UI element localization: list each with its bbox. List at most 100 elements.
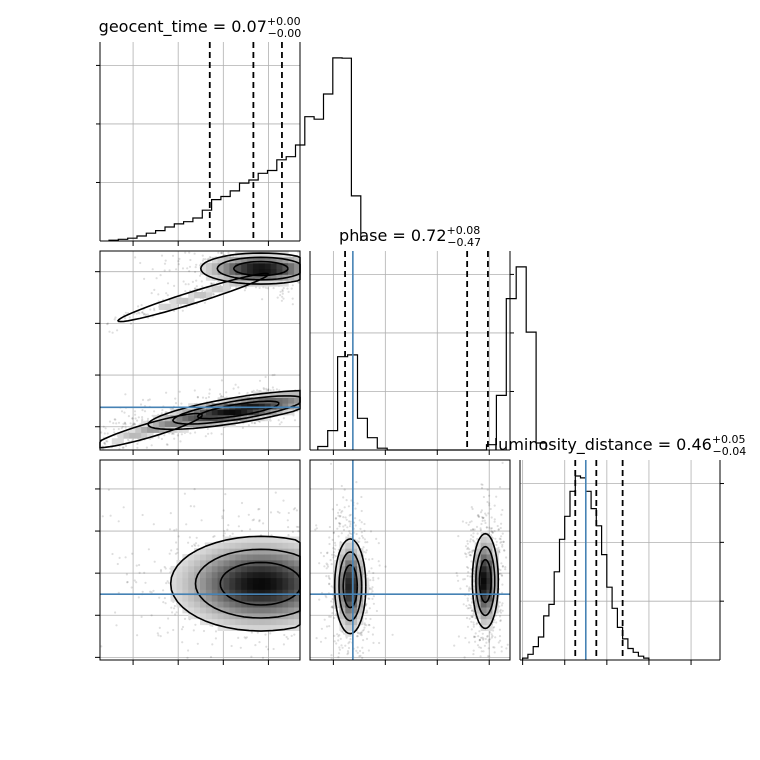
scatter-point (329, 615, 332, 618)
scatter-point (258, 379, 262, 382)
scatter-point (159, 274, 162, 277)
density-cell (282, 589, 289, 596)
scatter-point (342, 632, 346, 635)
scatter-point (164, 602, 167, 605)
scatter-point (118, 556, 121, 560)
scatter-point (173, 437, 176, 440)
scatter-point (286, 637, 289, 640)
scatter-point (237, 386, 240, 389)
scatter-point (484, 512, 487, 515)
scatter-point (463, 656, 466, 659)
density-cell (200, 612, 207, 620)
scatter-point (500, 591, 504, 594)
density-cell (258, 403, 266, 410)
density-cell (200, 589, 207, 596)
scatter-point (341, 510, 344, 513)
density-cell (294, 256, 301, 264)
scatter-point (470, 567, 473, 571)
density-cell (194, 403, 201, 410)
scatter-point (106, 440, 109, 443)
scatter-point (499, 526, 502, 530)
density-cell (339, 571, 346, 579)
density-cell (345, 565, 352, 573)
density-cell (211, 274, 219, 281)
scatter-point (265, 389, 268, 392)
scatter-point (359, 654, 362, 658)
density-cell (258, 262, 266, 269)
scatter-point (252, 518, 255, 521)
scatter-point (358, 655, 361, 658)
density-cell (270, 571, 277, 579)
scatter-point (466, 599, 469, 602)
density-cell (294, 554, 301, 561)
density-cell (276, 571, 283, 579)
density-cell (247, 612, 254, 620)
scatter-point (338, 646, 341, 649)
density-cell (264, 251, 271, 258)
density-cell (141, 426, 148, 433)
density-cell (351, 577, 358, 584)
scatter-point (196, 396, 199, 399)
scatter-point (165, 582, 168, 585)
frames-layer (95, 42, 724, 665)
density-cell (351, 542, 358, 549)
scatter-point (126, 581, 129, 584)
scatter-point (472, 625, 475, 628)
scatter-point (364, 551, 367, 554)
scatter-point (319, 551, 323, 554)
scatter-point (168, 528, 172, 531)
density-cell (229, 536, 236, 543)
scatter-point (285, 635, 288, 639)
density-cell (223, 256, 230, 264)
title-main: luminosity_distance = 0.46 (494, 435, 712, 455)
density-cell (205, 292, 213, 299)
density-cell (241, 560, 248, 567)
density-cell (474, 548, 481, 555)
density-cell (235, 536, 242, 543)
scatter-point (362, 536, 365, 539)
scatter-point (469, 538, 472, 541)
scatter-point (489, 507, 492, 511)
scatter-point (357, 541, 360, 544)
scatter-point (470, 534, 473, 537)
density-cell (264, 554, 271, 561)
scatter-point (482, 650, 485, 653)
scatter-point (168, 269, 171, 272)
density-cell (223, 286, 230, 293)
density-cell (480, 554, 487, 561)
density-cell (282, 595, 289, 602)
density-cell (258, 554, 266, 561)
density-cell (235, 554, 242, 561)
scatter-point (344, 644, 347, 647)
scatter-point (328, 583, 331, 586)
density-cell (276, 601, 283, 608)
scatter-point (456, 574, 459, 577)
scatter-point (322, 555, 325, 558)
scatter-point (325, 596, 328, 599)
density-cell (200, 577, 207, 584)
scatter-point (258, 519, 261, 522)
scatter-point (501, 602, 504, 605)
scatter-point (101, 515, 104, 518)
density-cell (252, 565, 260, 573)
scatter-point (155, 277, 158, 280)
density-cell (217, 618, 224, 626)
scatter-point (195, 263, 198, 266)
scatter-point (281, 295, 284, 298)
scatter-point (331, 508, 334, 511)
density-cell (276, 583, 283, 590)
scatter-point (499, 541, 502, 544)
scatter-point (244, 286, 247, 289)
scatter-point (143, 313, 146, 316)
scatter-point (365, 549, 368, 552)
density-cell (264, 607, 271, 614)
scatter-point (370, 588, 373, 591)
scatter-point (201, 259, 204, 262)
title-upper: +0.00 (267, 15, 301, 28)
scatter-point (355, 649, 358, 653)
scatter-point (481, 636, 484, 639)
density-cell (351, 589, 358, 596)
density-cell (188, 583, 195, 590)
scatter-point (102, 425, 105, 428)
scatter-point (129, 322, 133, 325)
